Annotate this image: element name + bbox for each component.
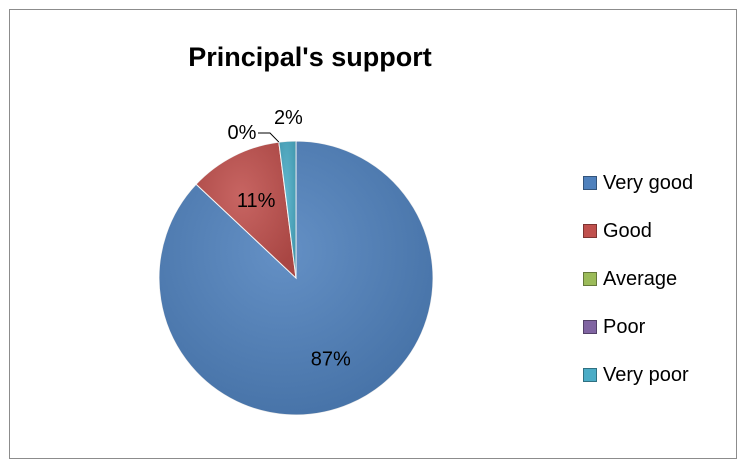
legend-label: Average xyxy=(603,267,678,290)
legend-label: Poor xyxy=(603,315,646,338)
legend-label: Good xyxy=(603,219,652,242)
legend-item-poor: Poor xyxy=(583,315,693,339)
legend-item-good: Good xyxy=(583,219,693,243)
legend-label: Very poor xyxy=(603,363,689,386)
legend: Very good Good Average Poor Very poor xyxy=(583,171,693,411)
legend-swatch xyxy=(583,272,597,286)
data-label-very-good: 87% xyxy=(311,348,351,370)
data-label-good: 11% xyxy=(237,190,276,212)
legend-label: Very good xyxy=(603,171,694,194)
leader-line xyxy=(258,132,280,143)
legend-swatch xyxy=(583,176,597,190)
legend-item-very-poor: Very poor xyxy=(583,363,693,387)
chart-title: Principal's support xyxy=(188,42,432,72)
legend-item-average: Average xyxy=(583,267,693,291)
legend-swatch xyxy=(583,320,597,334)
legend-item-very-good: Very good xyxy=(583,171,693,195)
data-label-very-poor: 2% xyxy=(274,107,303,129)
data-label-average: 0% xyxy=(228,122,257,144)
legend-swatch xyxy=(583,368,597,382)
legend-swatch xyxy=(583,224,597,238)
